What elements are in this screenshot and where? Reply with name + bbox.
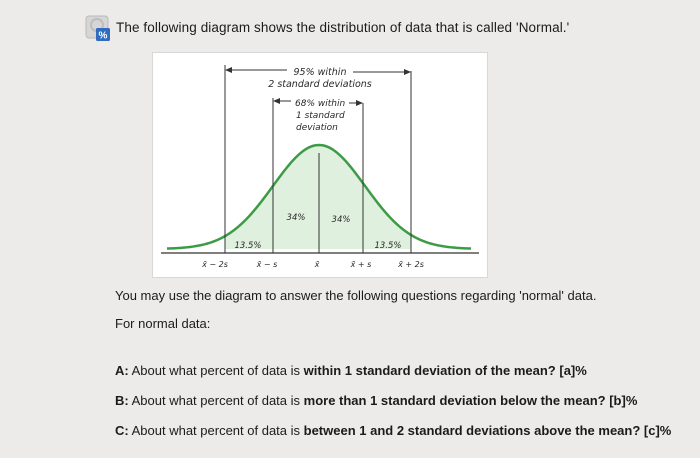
pct-right-outer: 13.5%: [374, 241, 401, 251]
pct-left-outer: 13.5%: [234, 241, 261, 251]
label-68-line2: 1 standard: [296, 111, 345, 121]
label-95-line2: 2 standard deviations: [268, 79, 372, 90]
question-a-bold: within 1 standard deviation of the mean?: [303, 363, 556, 378]
label-68-line1: 68% within: [295, 99, 345, 109]
shaded-area: [225, 145, 411, 249]
pct-right-inner: 34%: [332, 215, 351, 225]
tick-mean: x̄: [314, 260, 320, 269]
label-95-line1: 95% within: [294, 67, 347, 78]
tick-plus-1s: x̄ + s: [350, 260, 372, 269]
instructions-text: You may use the diagram to answer the fo…: [115, 288, 597, 303]
question-c-pre: About what percent of data is: [131, 423, 301, 438]
question-b: B: About what percent of data is more th…: [115, 393, 637, 408]
answer-blank-b[interactable]: [b]%: [609, 393, 638, 408]
question-c-letter: C:: [115, 423, 129, 438]
calculator-icon[interactable]: %: [84, 14, 112, 42]
answer-blank-a[interactable]: [a]%: [559, 363, 587, 378]
question-b-letter: B:: [115, 393, 129, 408]
tick-plus-2s: x̄ + 2s: [397, 260, 424, 269]
svg-text:%: %: [99, 31, 108, 42]
pct-left-inner: 34%: [287, 213, 306, 223]
tick-minus-2s: x̄ − 2s: [201, 260, 228, 269]
normal-curve: [166, 143, 472, 250]
question-b-pre: About what percent of data is: [131, 393, 301, 408]
question-a-letter: A:: [115, 363, 129, 378]
question-b-bold: more than 1 standard deviation below the…: [303, 393, 606, 408]
question-c-bold: between 1 and 2 standard deviations abov…: [303, 423, 641, 438]
label-68-line3: deviation: [296, 123, 338, 133]
question-a: A: About what percent of data is within …: [115, 363, 587, 378]
tick-minus-1s: x̄ − s: [256, 260, 278, 269]
for-normal-data-text: For normal data:: [115, 316, 211, 331]
intro-text: The following diagram shows the distribu…: [116, 20, 570, 35]
answer-blank-c[interactable]: [c]%: [643, 423, 672, 438]
question-a-pre: About what percent of data is: [131, 363, 301, 378]
question-c: C: About what percent of data is between…: [115, 423, 671, 438]
normal-distribution-diagram: 95% within 2 standard deviations 68% wit…: [152, 52, 488, 278]
